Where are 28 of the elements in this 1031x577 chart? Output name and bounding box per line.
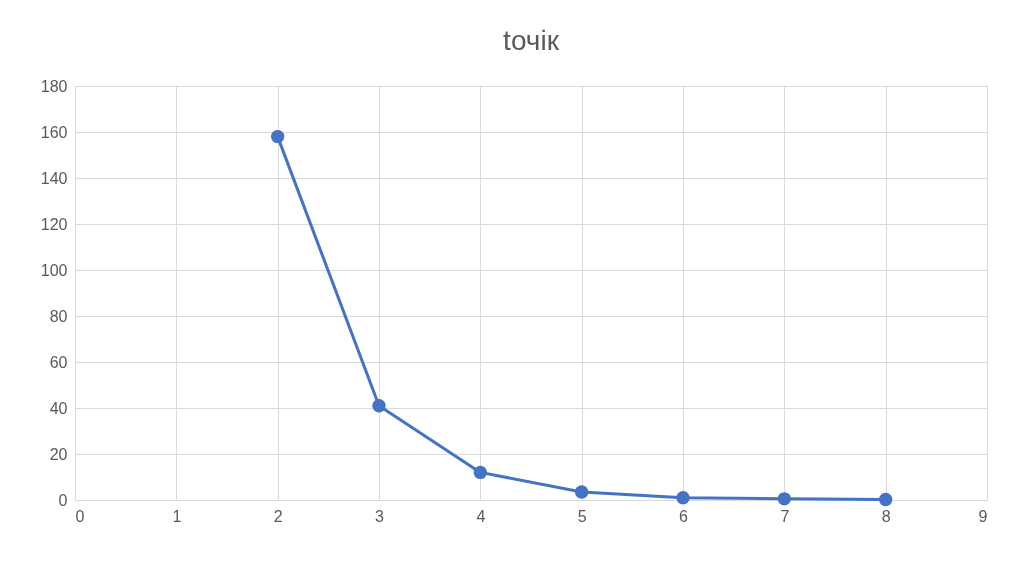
x-tick-label: 9	[978, 507, 988, 525]
y-tick-label: 140	[40, 169, 68, 187]
y-tick-label: 80	[49, 307, 68, 325]
x-tick-label: 7	[780, 507, 790, 525]
y-tick-label: 20	[49, 445, 68, 463]
y-tick-label: 120	[40, 215, 68, 233]
y-tick-label: 100	[40, 261, 68, 279]
point	[270, 129, 285, 144]
x-tick-label: 8	[881, 507, 891, 525]
point	[777, 492, 792, 506]
x-tick-label: 3	[375, 507, 385, 525]
point	[574, 485, 589, 499]
point	[372, 399, 386, 413]
x-tick-label: 5	[577, 507, 587, 525]
x-tick-label: 1	[172, 507, 182, 525]
x-tick-label: 0	[75, 507, 85, 525]
point	[676, 491, 690, 505]
y-tick-label: 60	[49, 353, 68, 371]
x-tick-label: 4	[476, 507, 486, 525]
point	[473, 465, 488, 480]
y-tick-label: 40	[49, 399, 68, 417]
chart-title: tочік	[503, 25, 560, 56]
point	[878, 492, 893, 507]
y-tick-label: 180	[40, 77, 68, 95]
y-tick-label: 0	[58, 491, 68, 509]
x-tick-label: 6	[679, 507, 689, 525]
y-tick-label: 160	[40, 123, 68, 141]
x-tick-label: 2	[273, 507, 283, 525]
